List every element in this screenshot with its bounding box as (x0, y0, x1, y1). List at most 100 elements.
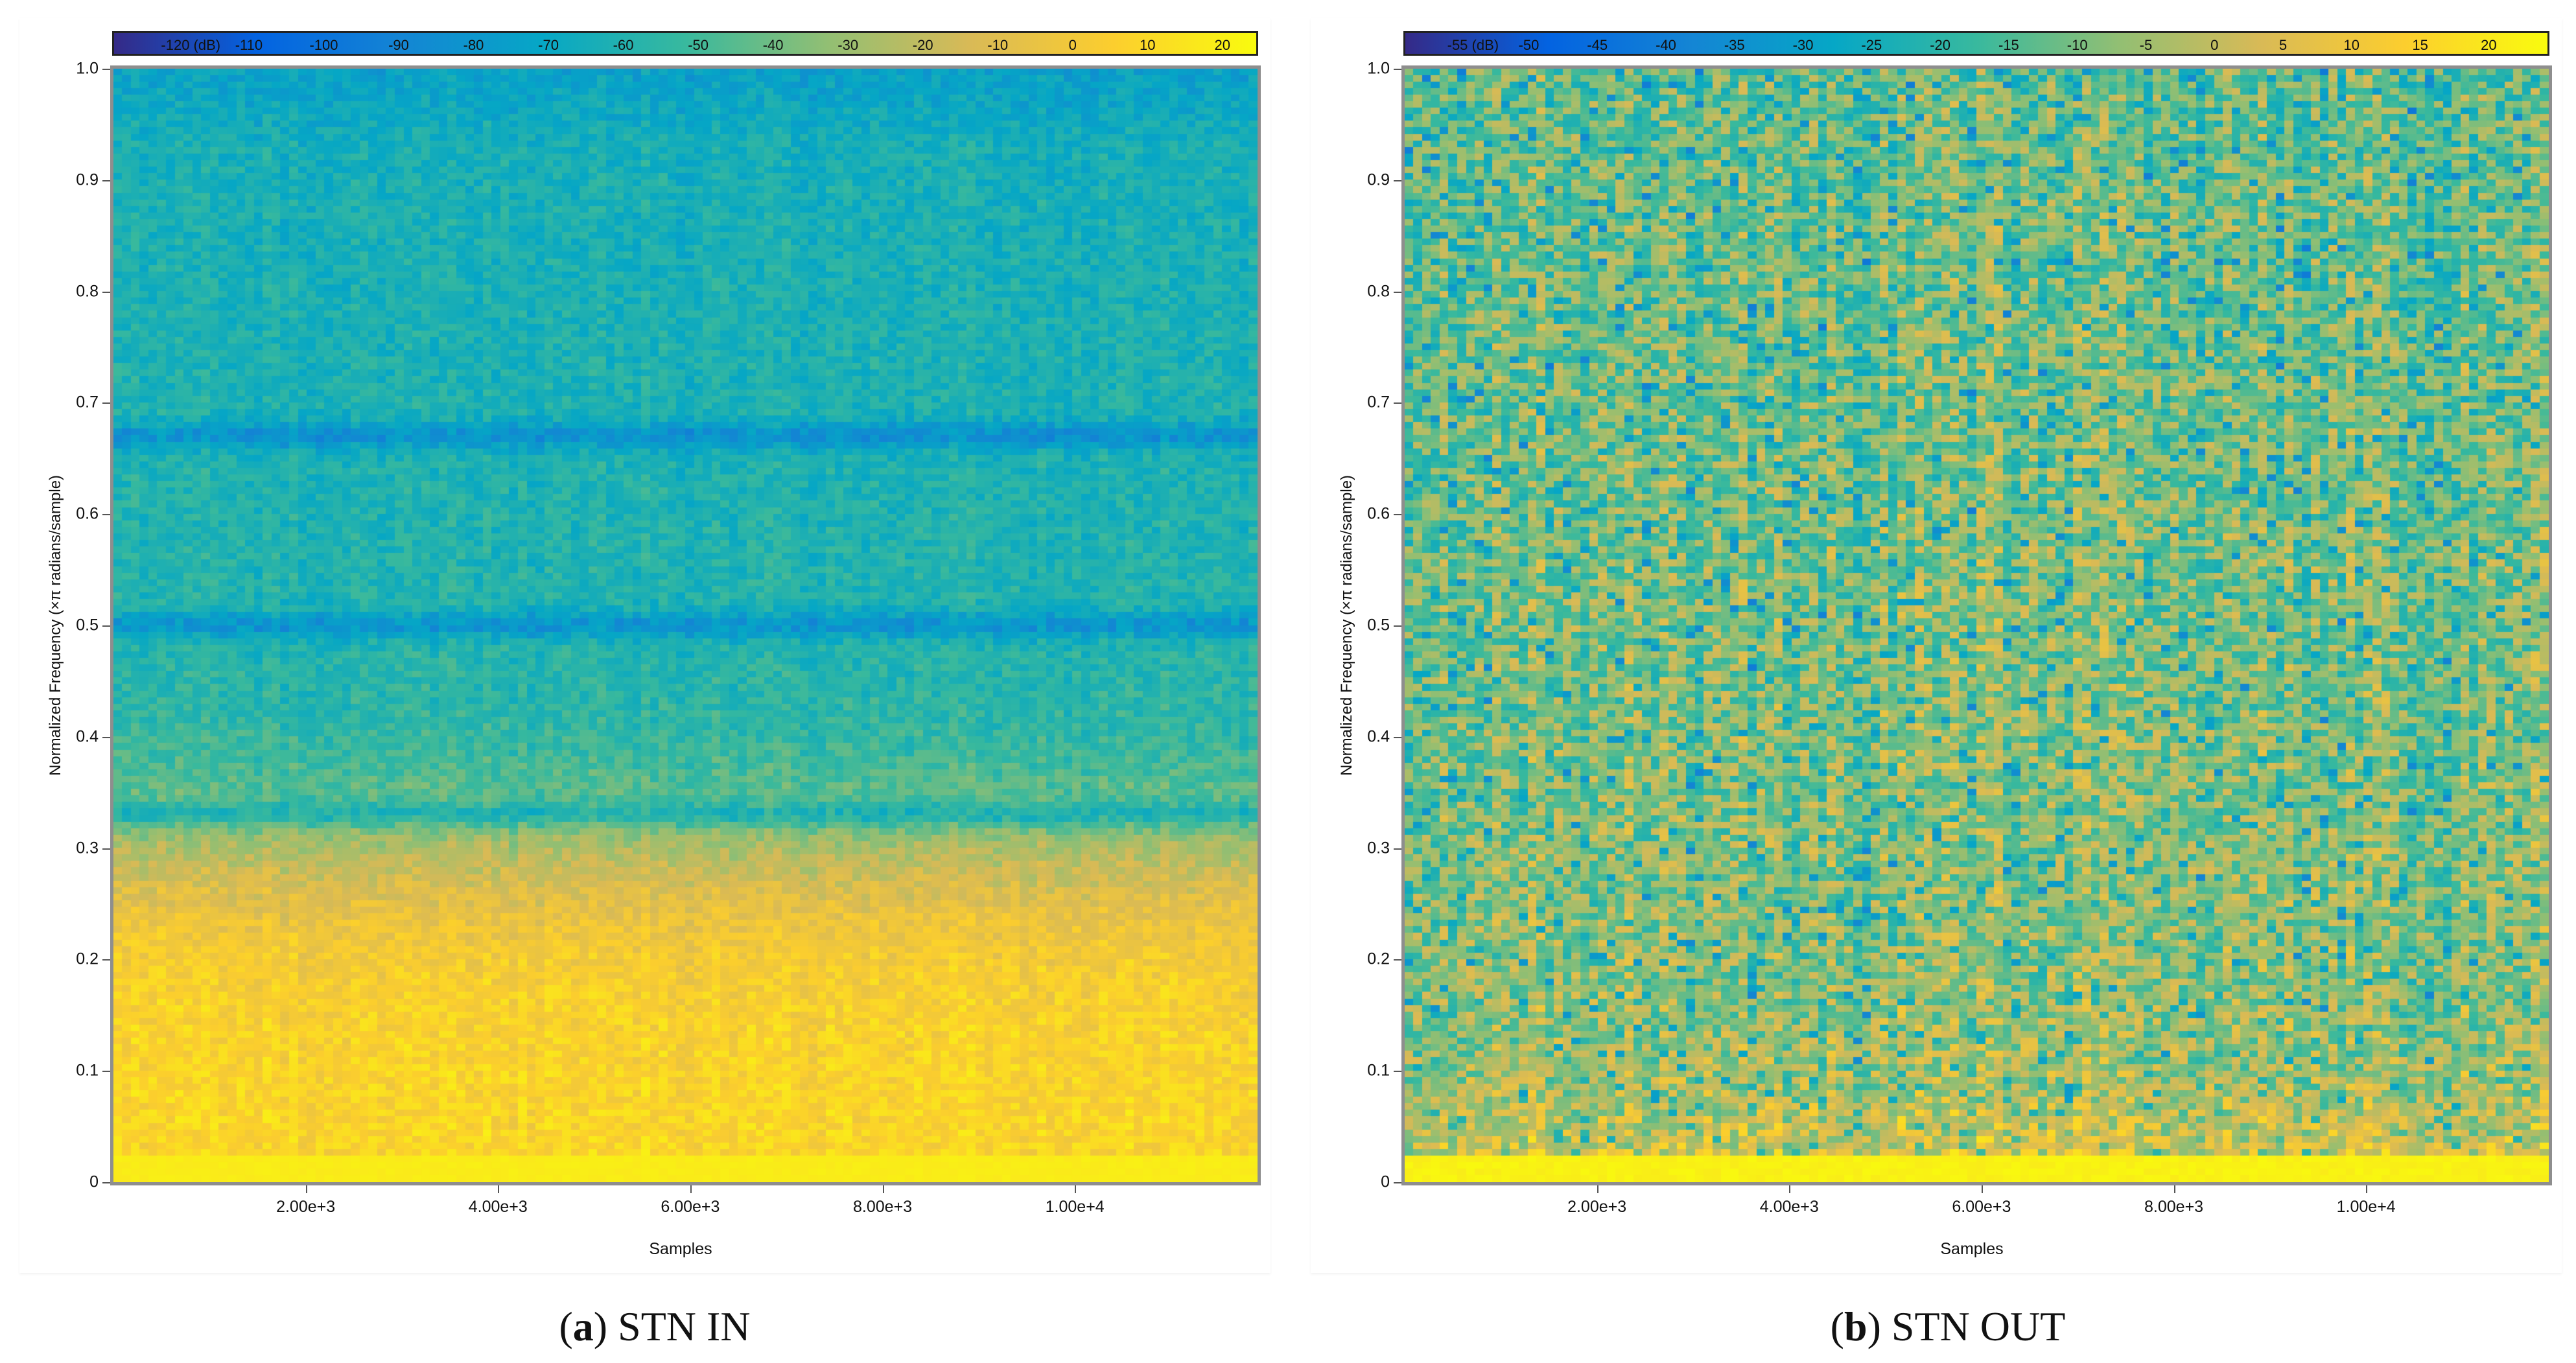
caption-title: STN OUT (1891, 1303, 2066, 1349)
colorbar-tick-label: 0 (2210, 37, 2219, 53)
y-tick-label: 0.5 (76, 616, 99, 635)
colorbar-tick-label: -50 (688, 37, 708, 53)
y-tick-label: 0.9 (76, 170, 99, 189)
colorbar-tick-label: -15 (1998, 37, 2019, 53)
x-tick-label: 8.00e+3 (853, 1198, 913, 1216)
y-tick-mark (1394, 1182, 1401, 1183)
colorbar-tick-label: -10 (987, 37, 1009, 53)
x-axis-label: Samples (1940, 1240, 2004, 1258)
x-tick-label: 2.00e+3 (276, 1198, 336, 1216)
colorbar-tick-label: -110 (235, 37, 263, 53)
x-tick-mark (2366, 1185, 2368, 1193)
y-tick-mark (1394, 1071, 1401, 1073)
x-tick-mark (1597, 1185, 1598, 1193)
y-tick-label: 0.2 (76, 949, 99, 968)
y-axis-label: Normalized Frequency (×π radians/sample) (1338, 474, 1355, 776)
y-tick-mark (102, 1182, 110, 1183)
caption-title: STN IN (618, 1303, 751, 1349)
y-tick-label: 0.4 (1367, 727, 1390, 746)
y-tick-mark (102, 291, 110, 293)
y-tick-mark (1394, 848, 1401, 850)
colorbar-tick-label: -40 (762, 37, 784, 53)
y-tick-mark (102, 959, 110, 961)
y-tick-label: 1.0 (76, 59, 99, 78)
colorbar: -120 (dB) -110 -100 -90 -80 -70 -60 -50 -40 -30 -2… (112, 31, 1258, 56)
x-tick-label: 1.00e+4 (2336, 1198, 2396, 1216)
y-tick-mark (1394, 69, 1401, 70)
spectrogram-panel-b: -55 (dB) -50 -45 -40 -35 -30 -25 -20 -15 -10 -5 0 5 1… (1311, 18, 2562, 1273)
colorbar-tick-label: -80 (463, 37, 484, 53)
y-tick-label: 0.4 (76, 727, 99, 746)
y-tick-mark (102, 625, 110, 627)
caption-letter: b (1844, 1303, 1868, 1349)
x-tick-label: 6.00e+3 (1952, 1198, 2011, 1216)
y-tick-mark (102, 69, 110, 70)
y-tick-mark (102, 736, 110, 738)
x-tick-label: 6.00e+3 (661, 1198, 720, 1216)
x-tick-mark (882, 1185, 884, 1193)
spectrogram-canvas (1405, 69, 2549, 1182)
colorbar-ticks: -55 (dB) -50 -45 -40 -35 -30 -25 -20 -15 -10 -5 0 5 1… (1405, 33, 2547, 54)
x-tick-label: 4.00e+3 (468, 1198, 528, 1216)
y-tick-mark (102, 514, 110, 516)
y-tick-mark (1394, 736, 1401, 738)
colorbar-tick-label: 0 (1068, 37, 1077, 53)
x-tick-label: 4.00e+3 (1759, 1198, 1819, 1216)
y-tick-label: 1.0 (1367, 59, 1390, 78)
y-tick-label: 0.7 (76, 393, 99, 412)
colorbar-tick-label: -30 (1792, 37, 1814, 53)
spectrogram-plot (110, 65, 1261, 1185)
colorbar-tick-label: 20 (1214, 37, 1231, 53)
caption-letter: a (572, 1303, 594, 1349)
x-tick-mark (2173, 1185, 2175, 1193)
y-tick-label: 0.6 (1367, 504, 1390, 523)
y-tick-label: 0.8 (1367, 282, 1390, 301)
x-tick-mark (1789, 1185, 1791, 1193)
y-tick-label: 0.9 (1367, 170, 1390, 189)
y-tick-label: 0 (89, 1172, 99, 1191)
x-tick-label: 2.00e+3 (1567, 1198, 1627, 1216)
colorbar-tick-label: 10 (2343, 37, 2360, 53)
y-tick-mark (102, 180, 110, 181)
colorbar-tick-label: -70 (538, 37, 559, 53)
colorbar-tick-label: -35 (1724, 37, 1745, 53)
y-tick-label: 0.3 (76, 839, 99, 857)
x-tick-mark (690, 1185, 692, 1193)
y-tick-label: 0.1 (76, 1061, 99, 1080)
y-tick-mark (1394, 291, 1401, 293)
x-axis-label: Samples (649, 1240, 712, 1258)
colorbar: -55 (dB) -50 -45 -40 -35 -30 -25 -20 -15 -10 -5 0 5 1… (1403, 31, 2549, 56)
x-tick-mark (1075, 1185, 1077, 1193)
y-tick-label: 0.7 (1367, 393, 1390, 412)
colorbar-tick-label: 5 (2278, 37, 2288, 53)
colorbar-tick-label: -100 (309, 37, 338, 53)
colorbar-tick-label: -5 (2139, 37, 2153, 53)
colorbar-tick-label: -20 (912, 37, 933, 53)
colorbar-tick-label: -55 (dB) (1447, 37, 1499, 53)
x-tick-mark (305, 1185, 307, 1193)
y-tick-label: 0.2 (1367, 949, 1390, 968)
colorbar-tick-label: -10 (2067, 37, 2088, 53)
y-tick-mark (102, 848, 110, 850)
y-tick-mark (1394, 514, 1401, 516)
y-tick-label: 0.3 (1367, 839, 1390, 857)
spectrogram-panel-a: -120 (dB) -110 -100 -90 -80 -70 -60 -50 -40 -30 -2… (19, 18, 1270, 1273)
y-tick-mark (1394, 402, 1401, 404)
colorbar-tick-label: -40 (1656, 37, 1676, 53)
caption-a: (a) STN IN (559, 1303, 751, 1349)
caption-b: (b) STN OUT (1830, 1303, 2066, 1349)
colorbar-tick-label: -120 (dB) (161, 37, 221, 53)
x-tick-mark (498, 1185, 500, 1193)
colorbar-tick-label: -45 (1587, 37, 1608, 53)
y-tick-mark (102, 1071, 110, 1073)
y-tick-mark (1394, 959, 1401, 961)
colorbar-tick-label: -50 (1518, 37, 1540, 53)
colorbar-tick-label: 20 (2481, 37, 2497, 53)
x-tick-label: 8.00e+3 (2144, 1198, 2204, 1216)
y-tick-label: 0.5 (1367, 616, 1390, 635)
spectrogram-canvas (113, 69, 1258, 1182)
y-axis-label: Normalized Frequency (×π radians/sample) (47, 474, 64, 776)
colorbar-tick-label: -60 (613, 37, 634, 53)
colorbar-tick-label: -20 (1930, 37, 1950, 53)
colorbar-tick-label: -25 (1861, 37, 1882, 53)
